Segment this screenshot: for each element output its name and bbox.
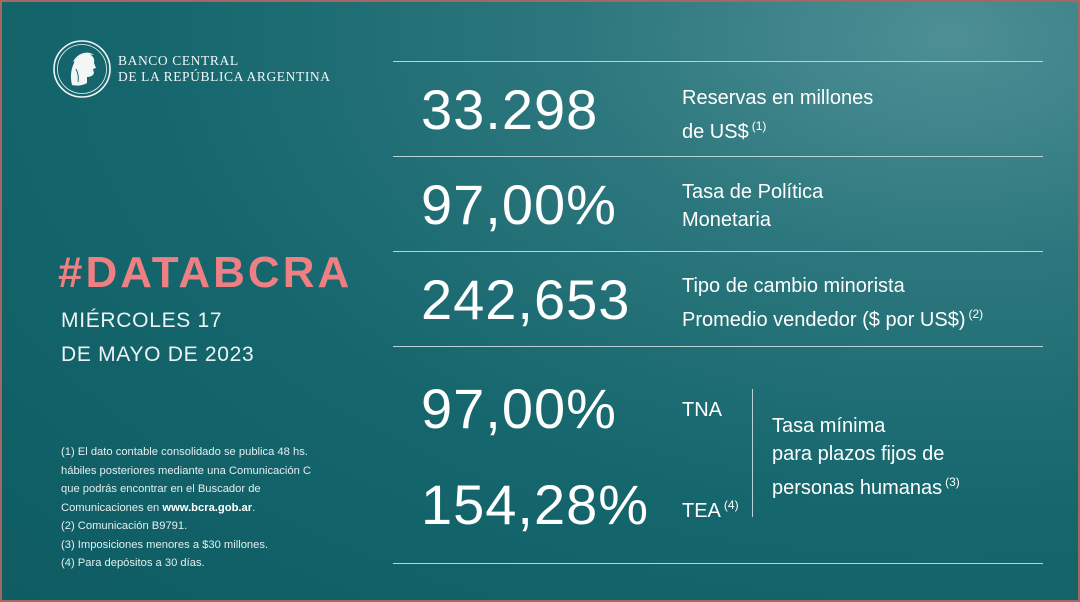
divider-top xyxy=(393,61,1043,62)
fixed-term-footnote-ref: (3) xyxy=(945,475,960,489)
divider-1 xyxy=(393,156,1043,157)
divider-bottom xyxy=(393,563,1043,564)
reserves-label-line-2: de US$ (1) xyxy=(682,112,873,146)
footnote-1a: (1) El dato contable consolidado se publ… xyxy=(61,446,308,458)
reserves-label-line-2-text: de US$ xyxy=(682,121,749,143)
exchange-rate-footnote-ref: (2) xyxy=(968,307,984,321)
hashtag-title: #DATABCRA xyxy=(58,248,353,297)
fixed-term-desc-line-3: personas humanas (3) xyxy=(772,468,960,502)
footnote-4: (4) Para depósitos a 30 días. xyxy=(61,557,205,569)
footnote-1d-prefix: Comunicaciones en xyxy=(61,501,163,514)
footnote-1b: hábiles posteriores mediante una Comunic… xyxy=(61,464,311,477)
policy-rate-label-line-2: Monetaria xyxy=(682,209,771,231)
bcra-website-link[interactable]: www.bcra.gob.ar xyxy=(162,501,253,514)
fixed-term-desc-line-1: Tasa mínima xyxy=(772,415,886,437)
reserves-value: 33.298 xyxy=(421,78,599,141)
tea-label-text: TEA xyxy=(682,500,721,522)
policy-rate-label: Tasa de Política Monetaria xyxy=(682,178,823,234)
fixed-term-desc-line-3-text: personas humanas xyxy=(772,477,943,499)
tna-value: 97,00% xyxy=(421,377,617,440)
bcra-logo: BANCO CENTRAL DE LA REPÚBLICA ARGENTINA xyxy=(52,39,331,99)
logo-line-1: BANCO CENTRAL xyxy=(118,53,239,68)
footnote-1d-suffix: . xyxy=(252,501,256,514)
fixed-term-vertical-divider xyxy=(752,389,753,517)
tea-label: TEA (4) xyxy=(682,491,739,525)
date-full: DE MAYO DE 2023 xyxy=(61,343,255,366)
footnote-2: (2) Comunicación B9791. xyxy=(61,520,188,532)
fixed-term-desc-line-2: para plazos fijos de xyxy=(772,443,945,465)
date-weekday: MIÉRCOLES 17 xyxy=(61,309,223,332)
tea-value: 154,28% xyxy=(421,473,650,536)
exchange-rate-label-line-2: Promedio vendedor ($ por US$) (2) xyxy=(682,300,983,334)
effigy-seal-icon xyxy=(53,40,111,98)
reserves-footnote-ref: (1) xyxy=(751,119,767,133)
exchange-rate-label: Tipo de cambio minorista Promedio vended… xyxy=(682,272,983,334)
exchange-rate-label-line-2-text: Promedio vendedor ($ por US$) xyxy=(682,309,966,331)
footnote-1c: que podrás encontrar en el Buscador de xyxy=(61,483,261,495)
policy-rate-label-line-1: Tasa de Política xyxy=(682,181,824,203)
policy-rate-value: 97,00% xyxy=(421,173,617,236)
divider-2 xyxy=(393,251,1043,252)
reserves-label: Reservas en millones de US$ (1) xyxy=(682,84,873,146)
logo-line-2: DE LA REPÚBLICA ARGENTINA xyxy=(118,69,331,84)
divider-3 xyxy=(393,346,1043,347)
tna-label: TNA xyxy=(682,399,722,421)
exchange-rate-value: 242,653 xyxy=(421,268,631,331)
reserves-label-line-1: Reservas en millones xyxy=(682,87,874,109)
exchange-rate-label-line-1: Tipo de cambio minorista xyxy=(682,275,905,297)
footnote-3: (3) Imposiciones menores a $30 millones. xyxy=(61,538,269,551)
footnote-1d: Comunicaciones en www.bcra.gob.ar. xyxy=(61,499,311,518)
logo-text: BANCO CENTRAL DE LA REPÚBLICA ARGENTINA xyxy=(118,53,331,85)
footnotes: (1) El dato contable consolidado se publ… xyxy=(61,443,311,573)
fixed-term-description: Tasa mínima para plazos fijos de persona… xyxy=(772,412,960,502)
tea-footnote-ref: (4) xyxy=(723,498,739,512)
